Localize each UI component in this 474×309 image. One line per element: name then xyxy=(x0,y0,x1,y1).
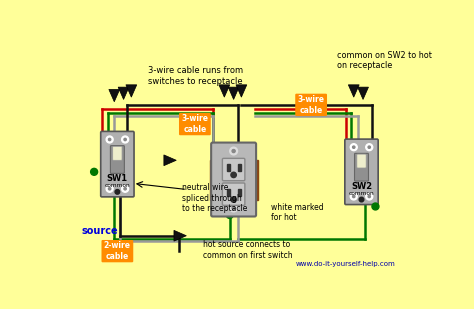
Circle shape xyxy=(366,144,373,151)
Circle shape xyxy=(366,193,373,200)
Text: SW1: SW1 xyxy=(107,174,128,183)
Polygon shape xyxy=(164,155,176,166)
FancyBboxPatch shape xyxy=(179,113,211,135)
Text: neutral wire
spliced through
to the receptacle: neutral wire spliced through to the rece… xyxy=(182,183,247,213)
Polygon shape xyxy=(357,87,368,99)
Polygon shape xyxy=(236,85,247,97)
FancyBboxPatch shape xyxy=(110,146,124,173)
Circle shape xyxy=(231,197,237,202)
Text: common on SW2 to hot
on receptacle: common on SW2 to hot on receptacle xyxy=(337,51,431,70)
Circle shape xyxy=(372,203,379,210)
Bar xyxy=(210,159,214,200)
FancyBboxPatch shape xyxy=(357,154,366,168)
Circle shape xyxy=(359,197,364,202)
Circle shape xyxy=(232,150,235,153)
Text: common: common xyxy=(105,183,130,188)
Circle shape xyxy=(115,189,120,194)
Text: 3-wire
cable: 3-wire cable xyxy=(182,114,209,134)
FancyBboxPatch shape xyxy=(222,183,245,205)
Circle shape xyxy=(368,195,370,198)
FancyBboxPatch shape xyxy=(295,94,327,116)
Circle shape xyxy=(368,146,370,148)
Text: SW2: SW2 xyxy=(351,182,372,191)
Polygon shape xyxy=(348,85,359,97)
Circle shape xyxy=(122,185,128,192)
Text: white marked
for hot: white marked for hot xyxy=(271,203,323,222)
Circle shape xyxy=(231,172,237,178)
Polygon shape xyxy=(174,230,186,241)
Polygon shape xyxy=(109,89,120,102)
Circle shape xyxy=(350,144,357,151)
Bar xyxy=(227,189,230,196)
Circle shape xyxy=(91,168,98,175)
Text: 3-wire
cable: 3-wire cable xyxy=(298,95,325,115)
FancyBboxPatch shape xyxy=(113,146,122,160)
Circle shape xyxy=(230,147,237,155)
Bar xyxy=(227,164,230,171)
Text: source: source xyxy=(81,226,118,236)
Bar xyxy=(237,189,241,196)
FancyBboxPatch shape xyxy=(222,158,245,181)
Polygon shape xyxy=(126,85,137,97)
FancyBboxPatch shape xyxy=(345,139,378,205)
Circle shape xyxy=(109,138,111,141)
Text: www.do-it-yourself-help.com: www.do-it-yourself-help.com xyxy=(296,260,396,267)
Text: common: common xyxy=(349,191,374,196)
Circle shape xyxy=(350,193,357,200)
Circle shape xyxy=(122,136,128,143)
Polygon shape xyxy=(118,87,129,99)
Circle shape xyxy=(106,185,113,192)
Polygon shape xyxy=(228,87,239,99)
Circle shape xyxy=(124,138,126,141)
Circle shape xyxy=(109,188,111,190)
Circle shape xyxy=(353,146,355,148)
Polygon shape xyxy=(219,85,230,97)
Circle shape xyxy=(232,206,235,210)
Circle shape xyxy=(353,195,355,198)
Text: hot source connects to
common on first switch: hot source connects to common on first s… xyxy=(202,240,292,260)
Bar xyxy=(253,159,258,200)
Circle shape xyxy=(124,188,126,190)
Circle shape xyxy=(226,211,233,218)
Text: 2-wire
cable: 2-wire cable xyxy=(104,241,131,261)
Bar xyxy=(237,164,241,171)
FancyBboxPatch shape xyxy=(211,142,256,217)
FancyBboxPatch shape xyxy=(100,131,134,197)
Text: 3-wire cable runs from
switches to receptacle: 3-wire cable runs from switches to recep… xyxy=(148,66,244,86)
FancyBboxPatch shape xyxy=(101,240,133,262)
FancyBboxPatch shape xyxy=(355,153,368,181)
Circle shape xyxy=(106,136,113,143)
Circle shape xyxy=(230,204,237,212)
